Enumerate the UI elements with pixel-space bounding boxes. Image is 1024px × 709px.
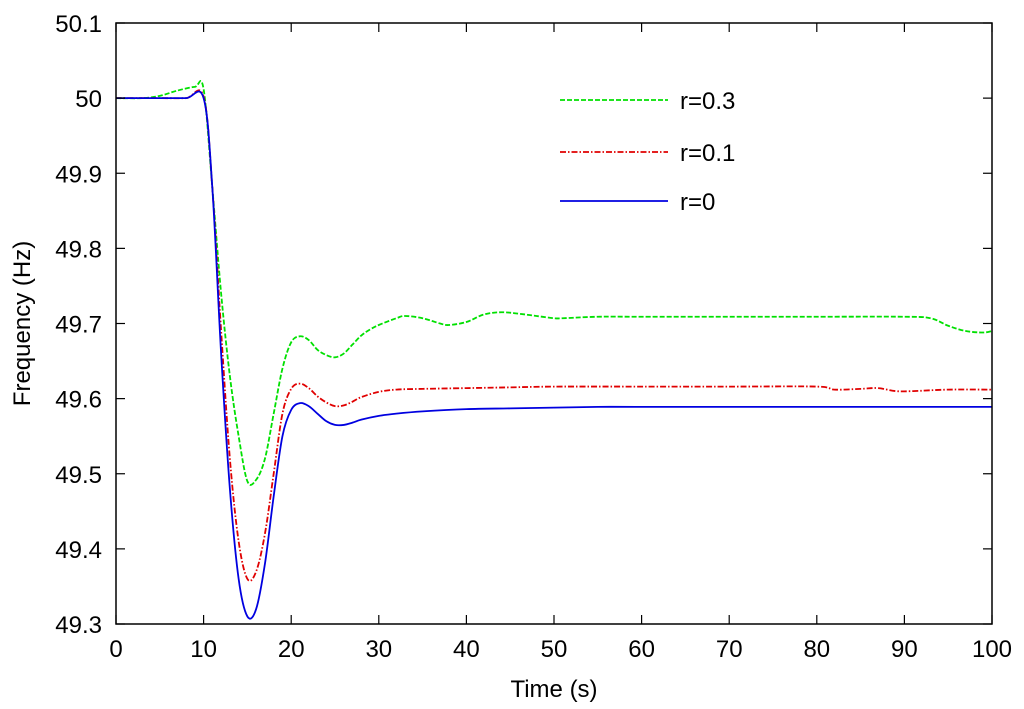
y-tick-label: 50.1 bbox=[55, 11, 102, 38]
x-tick-label: 90 bbox=[891, 636, 918, 663]
y-tick-label: 49.6 bbox=[55, 387, 102, 414]
y-axis-title: Frequency (Hz) bbox=[9, 241, 36, 406]
x-tick-label: 70 bbox=[716, 636, 743, 663]
tick-labels: 0 10 20 30 40 50 60 70 80 90 100 49.3 49.4 49.5 49.6 49… bbox=[55, 11, 1012, 663]
x-tick-label: 30 bbox=[365, 636, 392, 663]
x-tick-label: 80 bbox=[803, 636, 830, 663]
y-tick-label: 49.5 bbox=[55, 462, 102, 489]
series-line-r-0 bbox=[116, 90, 992, 620]
x-tick-label: 10 bbox=[190, 636, 217, 663]
x-tick-label: 50 bbox=[541, 636, 568, 663]
x-tick-label: 20 bbox=[278, 636, 305, 663]
legend-label-r-0-3: r=0.3 bbox=[680, 88, 735, 115]
x-axis-title: Time (s) bbox=[510, 676, 597, 703]
x-tick-label: 40 bbox=[453, 636, 480, 663]
tick-marks bbox=[115, 22, 993, 625]
series-line-r-0-1 bbox=[116, 89, 993, 582]
x-tick-label: 0 bbox=[109, 636, 122, 663]
legend-label-r-0: r=0 bbox=[680, 189, 715, 216]
y-tick-label: 49.9 bbox=[55, 161, 102, 188]
y-tick-label: 49.8 bbox=[55, 236, 102, 263]
y-tick-label: 49.4 bbox=[55, 537, 102, 564]
series-line-r-0-3 bbox=[115, 80, 993, 486]
y-tick-label: 50 bbox=[75, 86, 102, 113]
y-tick-label: 49.3 bbox=[55, 612, 102, 639]
legend: r=0.3 r=0.1 r=0 bbox=[560, 88, 735, 216]
series-layer bbox=[115, 80, 993, 620]
x-tick-label: 100 bbox=[972, 636, 1012, 663]
legend-label-r-0-1: r=0.1 bbox=[680, 140, 735, 167]
x-tick-label: 60 bbox=[628, 636, 655, 663]
y-tick-label: 49.7 bbox=[55, 312, 102, 339]
